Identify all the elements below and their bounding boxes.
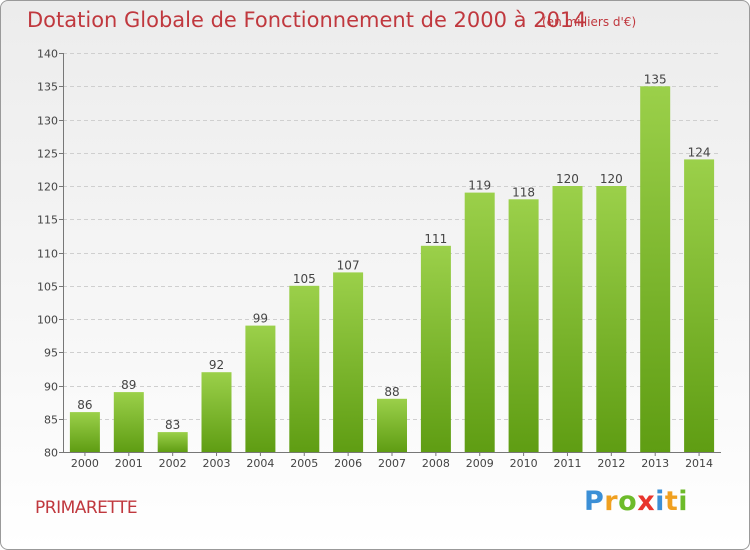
bar-value-label: 99 xyxy=(253,312,268,326)
bar-value-label: 118 xyxy=(512,185,535,199)
bar-value-label: 83 xyxy=(165,418,180,432)
x-tick-label: 2012 xyxy=(597,457,625,470)
y-tick-label: 115 xyxy=(37,214,58,227)
bar-value-label: 88 xyxy=(384,385,399,399)
bar xyxy=(289,285,320,453)
label-layer: 86 89 83 92 99 105 107 88 111 119 118 120 120 135 124 xyxy=(77,72,710,432)
y-tick-label: 105 xyxy=(37,281,58,294)
logo-letter: r xyxy=(604,486,619,517)
bar-value-label: 124 xyxy=(688,145,711,159)
x-tick-label: 2014 xyxy=(685,457,713,470)
bar-value-label: 92 xyxy=(209,358,224,372)
bar-value-label: 120 xyxy=(600,172,623,186)
bar xyxy=(684,159,715,452)
bar xyxy=(113,392,144,452)
x-tick-label: 2009 xyxy=(466,457,494,470)
logo-letter: i xyxy=(655,486,665,517)
chart-unit-note: (en milliers d'€) xyxy=(542,15,637,29)
x-tick-label: 2008 xyxy=(422,457,450,470)
x-tick-label: 2011 xyxy=(553,457,581,470)
x-tick-label: 2001 xyxy=(115,457,143,470)
bar xyxy=(333,272,364,452)
bar-value-label: 135 xyxy=(644,72,667,86)
y-tick-label: 120 xyxy=(37,181,58,194)
logo-letter: o xyxy=(618,486,638,517)
y-tick-label: 95 xyxy=(44,347,58,360)
y-tick-label: 140 xyxy=(37,48,58,61)
bar-layer xyxy=(69,86,715,453)
logo-letter: t xyxy=(664,486,679,517)
bar-value-label: 89 xyxy=(121,378,136,392)
bar-value-label: 86 xyxy=(77,398,92,412)
logo-letter: i xyxy=(678,486,689,517)
x-tick-label: 2006 xyxy=(334,457,362,470)
y-tick-label: 135 xyxy=(37,81,58,94)
bar-value-label: 107 xyxy=(337,258,360,272)
x-tick-label: 2002 xyxy=(159,457,187,470)
bar xyxy=(69,412,100,452)
x-tick-label: 2010 xyxy=(510,457,538,470)
bar xyxy=(377,398,407,452)
x-tick-label: 2004 xyxy=(246,457,274,470)
bar-value-label: 105 xyxy=(293,272,316,286)
bar-value-label: 111 xyxy=(424,232,447,246)
bar-value-label: 119 xyxy=(468,179,491,193)
bar xyxy=(464,192,495,452)
y-tick-label: 130 xyxy=(37,115,58,128)
y-tick-label: 110 xyxy=(37,248,58,261)
town-name: PRIMARETTE xyxy=(35,498,138,518)
bar xyxy=(596,186,627,452)
y-tick-label: 85 xyxy=(44,414,58,427)
x-tick-label: 2000 xyxy=(71,457,99,470)
bar xyxy=(201,372,232,452)
bar xyxy=(245,325,276,452)
bar xyxy=(640,86,671,453)
x-tick-label: 2013 xyxy=(641,457,669,470)
bar xyxy=(157,432,188,452)
chart-title: Dotation Globale de Fonctionnement de 20… xyxy=(27,8,587,32)
logo-letter: P xyxy=(584,486,605,517)
proxiti-logo: Proxiti xyxy=(584,486,688,517)
x-tick-label: 2005 xyxy=(290,457,318,470)
y-tick-label: 125 xyxy=(37,148,58,161)
bar xyxy=(552,186,583,452)
y-tick-label: 90 xyxy=(44,381,58,394)
x-tick-label: 2007 xyxy=(378,457,406,470)
bar xyxy=(508,199,539,452)
bar-value-label: 120 xyxy=(556,172,579,186)
x-tick-label: 2003 xyxy=(203,457,231,470)
bar xyxy=(420,245,451,452)
y-tick-label: 100 xyxy=(37,314,58,327)
logo-letter: x xyxy=(637,486,656,517)
axis-layer: 80 85 90 95 100 105 110 115 120 125 130 135 140 2000 2… xyxy=(37,48,721,470)
y-tick-label: 80 xyxy=(44,447,58,460)
